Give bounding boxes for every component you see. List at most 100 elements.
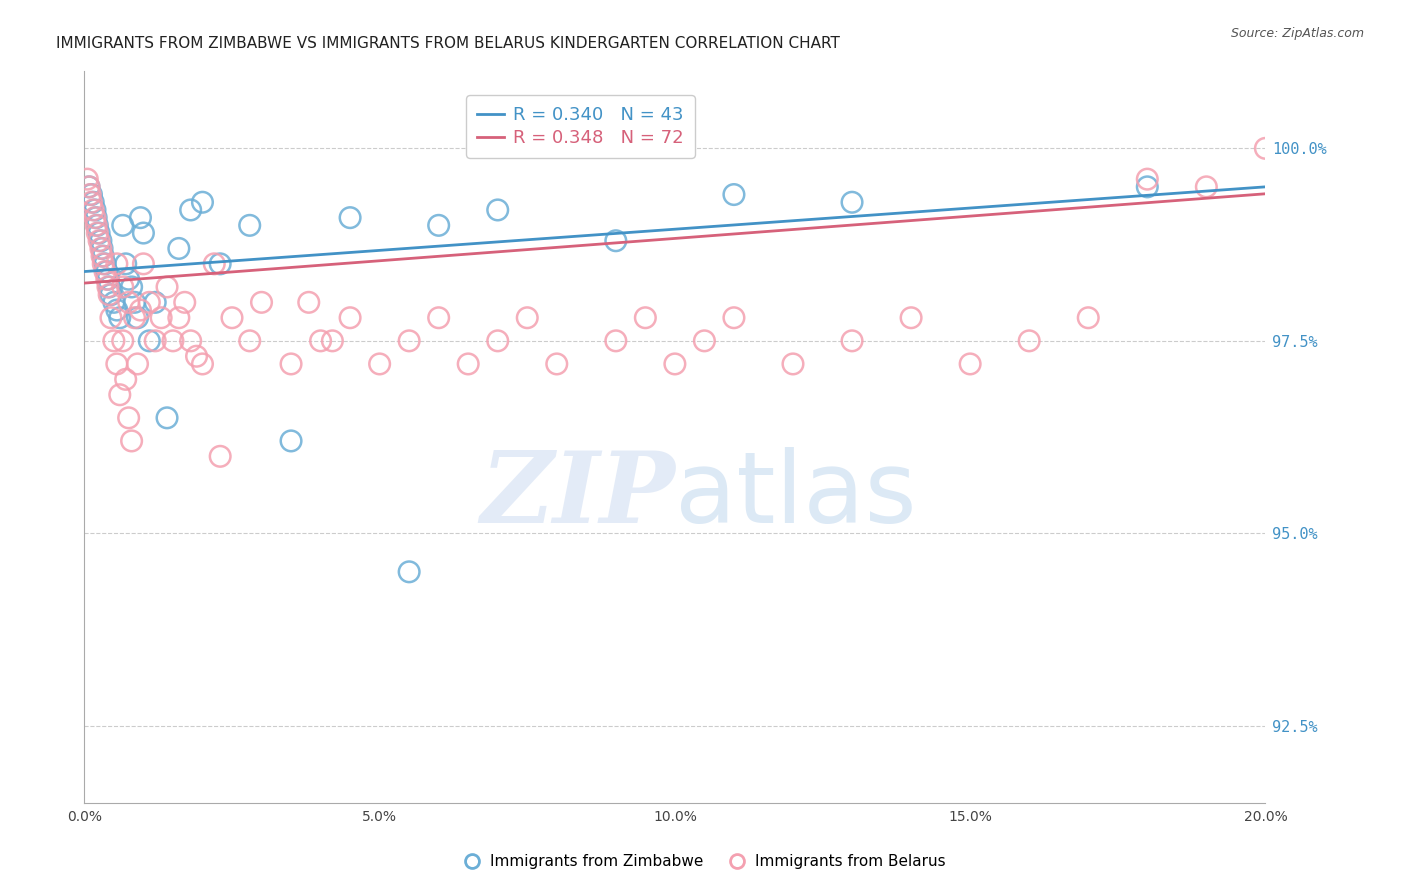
Point [91, 242, 114, 256]
Point [321, 334, 343, 348]
Point [156, 410, 179, 425]
Point [486, 202, 509, 217]
Point [309, 334, 332, 348]
Point [86, 226, 108, 240]
Point [634, 310, 657, 325]
Point [180, 334, 202, 348]
Point [96, 264, 118, 278]
Point [124, 295, 146, 310]
Point [368, 357, 391, 371]
Point [127, 357, 149, 371]
Point [129, 211, 152, 225]
Point [84, 211, 107, 225]
Point [605, 234, 627, 248]
Point [202, 257, 225, 271]
Point [239, 334, 262, 348]
Point [90, 242, 112, 256]
Point [82, 195, 104, 210]
Point [143, 334, 166, 348]
Point [96, 272, 118, 286]
Point [841, 334, 863, 348]
Point [398, 334, 420, 348]
Point [124, 310, 146, 325]
Point [959, 357, 981, 371]
Point [132, 226, 155, 240]
Point [100, 310, 122, 325]
Point [86, 219, 108, 233]
Point [91, 249, 114, 263]
Point [457, 357, 479, 371]
Point [900, 310, 922, 325]
Point [250, 295, 273, 310]
Point [114, 372, 136, 386]
Point [156, 280, 179, 294]
Point [129, 303, 152, 318]
Point [84, 211, 107, 225]
Point [339, 310, 361, 325]
Point [186, 349, 208, 363]
Point [339, 211, 361, 225]
Point [108, 388, 131, 402]
Point [103, 334, 125, 348]
Point [97, 272, 120, 286]
Text: Source: ZipAtlas.com: Source: ZipAtlas.com [1230, 27, 1364, 40]
Point [89, 234, 111, 248]
Point [108, 310, 131, 325]
Point [94, 257, 117, 271]
Point [91, 249, 114, 263]
Point [118, 272, 141, 286]
Point [605, 334, 627, 348]
Point [121, 434, 143, 448]
Point [221, 310, 243, 325]
Legend: R = 0.340   N = 43, R = 0.348   N = 72: R = 0.340 N = 43, R = 0.348 N = 72 [467, 95, 695, 158]
Point [167, 310, 190, 325]
Point [841, 195, 863, 210]
Point [398, 565, 420, 579]
Point [173, 295, 195, 310]
Point [79, 187, 101, 202]
Point [1018, 334, 1040, 348]
Point [427, 310, 450, 325]
Point [1254, 141, 1277, 155]
Point [723, 310, 745, 325]
Point [150, 310, 173, 325]
Point [77, 179, 100, 194]
Point [98, 280, 121, 294]
Point [114, 257, 136, 271]
Point [94, 264, 117, 278]
Point [167, 242, 190, 256]
Point [82, 202, 104, 217]
Point [91, 257, 114, 271]
Point [280, 357, 302, 371]
Point [191, 357, 214, 371]
Point [143, 295, 166, 310]
Point [138, 295, 160, 310]
Point [103, 295, 125, 310]
Point [84, 219, 107, 233]
Point [105, 303, 128, 318]
Point [486, 334, 509, 348]
Point [1136, 179, 1159, 194]
Point [90, 234, 112, 248]
Point [118, 410, 141, 425]
Point [121, 280, 143, 294]
Point [111, 280, 134, 294]
Point [138, 334, 160, 348]
Point [427, 219, 450, 233]
Point [105, 357, 128, 371]
Point [80, 187, 103, 202]
Point [723, 187, 745, 202]
Point [239, 219, 262, 233]
Point [97, 280, 120, 294]
Point [84, 202, 107, 217]
Point [298, 295, 321, 310]
Point [516, 310, 538, 325]
Text: atlas: atlas [675, 447, 917, 544]
Point [98, 287, 121, 301]
Point [132, 257, 155, 271]
Point [209, 257, 232, 271]
Point [191, 195, 214, 210]
Point [111, 334, 134, 348]
Point [693, 334, 716, 348]
Point [118, 295, 141, 310]
